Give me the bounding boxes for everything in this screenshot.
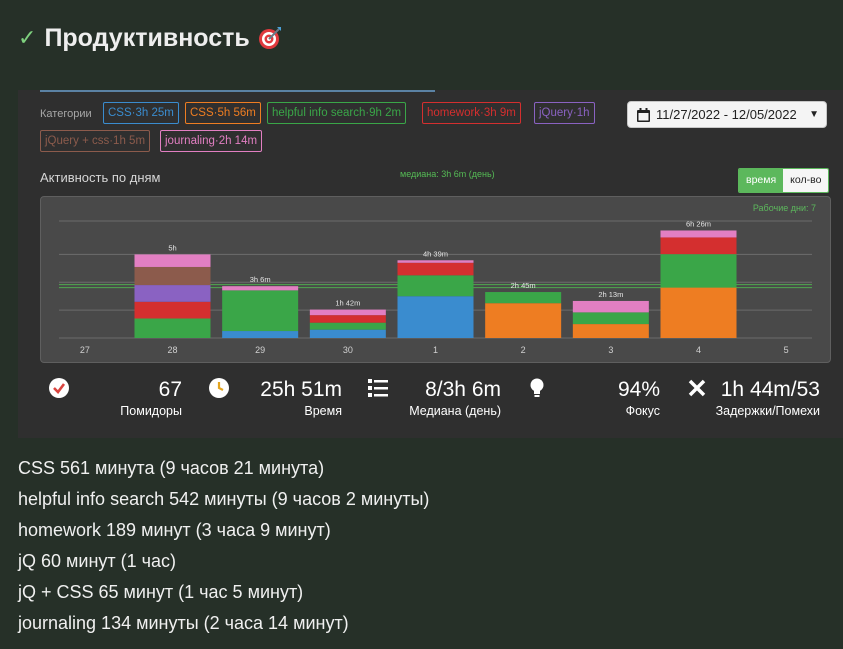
bar-total-label: 1h 42m — [335, 299, 360, 308]
clock-icon — [209, 378, 229, 398]
target-icon — [258, 27, 281, 49]
bar-segment — [660, 254, 737, 288]
stat-pomodoros: 67 Помидоры — [40, 371, 190, 427]
bar-segment — [660, 237, 737, 255]
bar-segment — [397, 262, 474, 276]
x-tick-label: 2 — [521, 345, 526, 355]
category-tag-journaling[interactable]: journaling·2h 14m — [160, 130, 263, 152]
view-toggle: время кол-во — [738, 168, 830, 193]
bar-segment — [134, 285, 211, 302]
x-tick-label: 28 — [167, 345, 177, 355]
close-icon — [688, 379, 706, 397]
chevron-down-icon: ▼ — [809, 109, 819, 120]
category-tag-css-blue[interactable]: CSS·3h 25m — [103, 102, 179, 124]
bar-segment — [222, 290, 299, 332]
productivity-panel: Категории CSS·3h 25m CSS·5h 56m helpful … — [18, 90, 843, 438]
category-tag-jquery[interactable]: jQuery·1h — [534, 102, 595, 124]
bar-segment — [397, 296, 474, 338]
note-line: homework 189 минут (3 часа 9 минут) — [18, 520, 331, 540]
bar-total-label: 2h 45m — [511, 281, 536, 290]
date-range-value: 11/27/2022 - 12/05/2022 — [656, 107, 797, 122]
x-tick-label: 1 — [433, 345, 438, 355]
note-line: helpful info search 542 минуты (9 часов … — [18, 489, 430, 509]
note-line: jQ 60 минут (1 час) — [18, 551, 177, 571]
category-tag-helpful-info-search[interactable]: helpful info search·9h 2m — [267, 102, 407, 124]
median-note: медиана: 3h 6m (день) — [400, 169, 495, 179]
bar-segment — [397, 275, 474, 297]
x-tick-label: 30 — [343, 345, 353, 355]
bar-segment — [660, 287, 737, 338]
activity-chart: Рабочие дни: 7 27 5h 28 3h 6m 29 1h 42m 30 4h 39… — [40, 196, 831, 363]
x-tick-label: 5 — [784, 345, 789, 355]
bar-segment — [309, 315, 386, 323]
category-tag-jquery-css[interactable]: jQuery + css·1h 5m — [40, 130, 151, 152]
bar-total-label: 6h 26m — [686, 219, 711, 228]
stat-focus: 94% Фокус — [518, 371, 668, 427]
category-tag-css-orange[interactable]: CSS·5h 56m — [185, 102, 261, 124]
lightbulb-icon — [530, 378, 544, 397]
tab-indicator — [40, 90, 435, 92]
bar-total-label: 5h — [168, 243, 176, 252]
calendar-icon — [637, 107, 650, 122]
date-range-picker[interactable]: 11/27/2022 - 12/05/2022 ▼ — [627, 101, 827, 128]
categories-label: Категории — [40, 108, 92, 120]
x-tick-label: 27 — [80, 345, 90, 355]
bar-segment — [572, 312, 649, 325]
stat-label: Помидоры — [120, 404, 182, 418]
toggle-time-button[interactable]: время — [739, 169, 784, 192]
bar-segment — [572, 324, 649, 338]
stat-label: Задержки/Помехи — [715, 404, 820, 418]
stat-label: Фокус — [625, 404, 660, 418]
x-tick-label: 4 — [696, 345, 701, 355]
notes-list: CSS 561 минута (9 часов 21 минута) helpf… — [18, 453, 429, 639]
note-line: CSS 561 минута (9 часов 21 минута) — [18, 458, 325, 478]
stat-value: 8/3h 6m — [425, 378, 501, 401]
stat-median: 8/3h 6m Медиана (день) — [359, 371, 509, 427]
stat-label: Медиана (день) — [409, 404, 501, 418]
check-circle-icon — [49, 378, 69, 398]
bar-segment — [309, 309, 386, 316]
bar-segment — [222, 331, 299, 338]
bar-segment — [309, 329, 386, 338]
stat-value: 25h 51m — [260, 378, 342, 401]
stat-value: 94% — [617, 378, 660, 401]
bar-segment — [485, 292, 562, 304]
page-header: ✓ Продуктивность — [18, 18, 282, 58]
stat-label: Время — [304, 404, 342, 418]
note-line: jQ + CSS 65 минут (1 час 5 минут) — [18, 582, 304, 602]
bar-segment — [572, 300, 649, 313]
category-tag-homework[interactable]: homework·3h 9m — [422, 102, 521, 124]
x-tick-label: 29 — [255, 345, 265, 355]
bar-segment — [134, 301, 211, 319]
bar-total-label: 2h 13m — [598, 290, 623, 299]
check-icon: ✓ — [18, 25, 37, 50]
bar-segment — [134, 318, 211, 338]
toggle-count-button[interactable]: кол-во — [783, 169, 829, 192]
bar-segment — [485, 303, 562, 338]
bar-total-label: 4h 39m — [423, 249, 448, 258]
x-tick-label: 3 — [608, 345, 613, 355]
stat-value: 1h 44m/53 — [720, 378, 820, 401]
workdays-label: Рабочие дни: 7 — [753, 203, 816, 213]
bar-segment — [134, 266, 211, 286]
stat-time: 25h 51m Время — [200, 371, 350, 427]
activity-chart-svg: Рабочие дни: 7 27 5h 28 3h 6m 29 1h 42m 30 4h 39… — [59, 203, 816, 355]
bar-segment — [309, 322, 386, 330]
list-icon — [368, 379, 388, 397]
note-line: journaling 134 минуты (2 часа 14 минут) — [18, 613, 349, 633]
bar-total-label: 3h 6m — [250, 275, 271, 284]
stat-delays: 1h 44m/53 Задержки/Помехи — [678, 371, 828, 427]
activity-title: Активность по дням — [40, 170, 161, 185]
bar-segment — [660, 230, 737, 238]
page-title: Продуктивность — [44, 23, 250, 52]
bar-segment — [134, 254, 211, 267]
stat-value: 67 — [158, 378, 182, 401]
bar-segment — [397, 260, 474, 263]
bar-segment — [222, 286, 299, 291]
